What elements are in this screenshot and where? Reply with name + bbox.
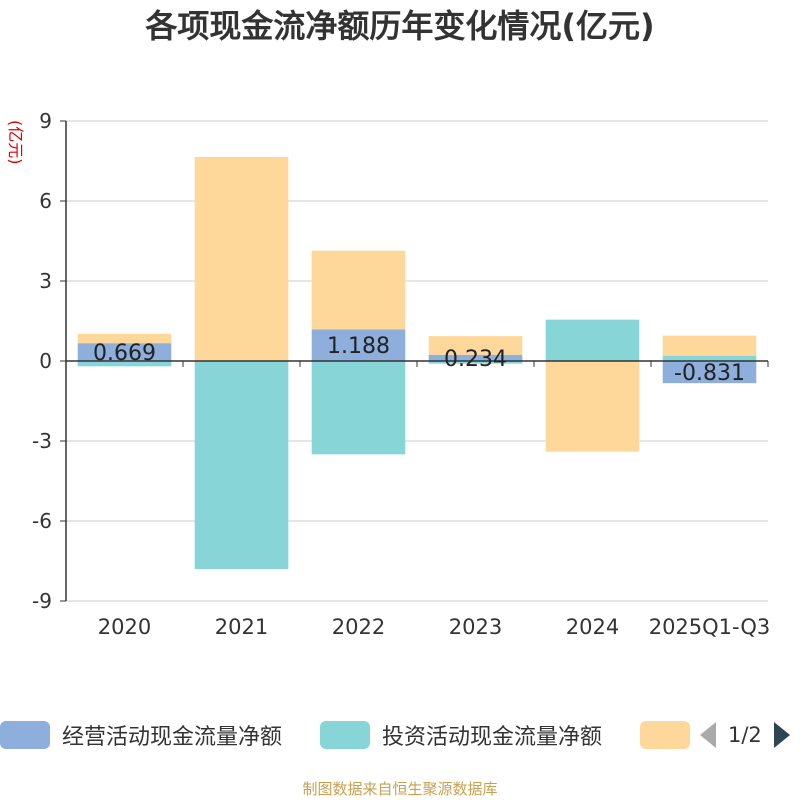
legend-pager: 1/2 bbox=[700, 718, 790, 752]
x-tick-label: 2021 bbox=[215, 615, 268, 639]
bar-3-2025Q1-Q3 bbox=[662, 335, 757, 356]
y-tick-label: 3 bbox=[39, 269, 52, 293]
data-labels: 0.669 1.188 0.234 -0.831 bbox=[93, 334, 745, 386]
bar-2-2024 bbox=[545, 319, 640, 361]
legend-prev-arrow-icon[interactable] bbox=[700, 722, 716, 748]
bar-3-2020 bbox=[77, 333, 172, 344]
legend-next-arrow-icon[interactable] bbox=[773, 722, 790, 748]
bar-3-2022 bbox=[311, 250, 406, 330]
y-tick-label: 9 bbox=[39, 109, 52, 133]
legend-swatch-operating bbox=[0, 721, 50, 749]
data-label: -0.831 bbox=[674, 361, 745, 386]
legend-page-indicator: 1/2 bbox=[728, 723, 762, 747]
y-tick-label: -9 bbox=[32, 589, 52, 613]
chart-title: 各项现金流净额历年变化情况(亿元) bbox=[145, 7, 654, 45]
bar-2-2021 bbox=[194, 361, 289, 569]
bar-2-2023 bbox=[428, 361, 523, 364]
bar-2-2025Q1-Q3 bbox=[662, 355, 757, 361]
y-tick-label: 6 bbox=[39, 189, 52, 213]
bar-1-2020 bbox=[77, 343, 172, 361]
legend-item-investing[interactable]: 投资活动现金流量净额 bbox=[320, 718, 602, 752]
bar-1-2022 bbox=[311, 329, 406, 361]
y-axis-unit-label: (亿元) bbox=[6, 120, 25, 165]
bar-2-2020 bbox=[77, 361, 172, 367]
bar-1-2025Q1-Q3 bbox=[662, 361, 757, 384]
gridlines bbox=[66, 120, 768, 602]
x-tick-label: 2022 bbox=[332, 615, 385, 639]
data-label: 1.188 bbox=[327, 334, 390, 359]
legend-swatch-investing bbox=[320, 721, 370, 749]
bar-2-2022 bbox=[311, 361, 406, 455]
y-tick-label: -6 bbox=[32, 509, 52, 533]
bar-3-2024 bbox=[545, 361, 640, 452]
source-note: 制图数据来自恒生聚源数据库 bbox=[302, 780, 498, 798]
legend-swatch-third bbox=[640, 721, 690, 749]
data-label: 0.234 bbox=[444, 347, 507, 372]
legend-item-operating[interactable]: 经营活动现金流量净额 bbox=[0, 718, 282, 752]
legend-item-third[interactable] bbox=[640, 718, 702, 752]
data-label: 0.669 bbox=[93, 341, 156, 366]
y-tick-label: -3 bbox=[32, 429, 52, 453]
y-tick-label: 0 bbox=[39, 349, 52, 373]
legend-label-investing: 投资活动现金流量净额 bbox=[382, 725, 603, 750]
x-tick-label: 2025Q1-Q3 bbox=[649, 615, 771, 639]
legend-label-operating: 经营活动现金流量净额 bbox=[62, 725, 283, 750]
x-tick-label: 2023 bbox=[449, 615, 502, 639]
bars bbox=[77, 157, 757, 569]
bar-1-2023 bbox=[428, 354, 523, 361]
axes: 9 6 3 0 -3 -6 -9 2020 2021 2022 2023 2024 2025Q1-Q3 bbox=[32, 109, 770, 639]
bar-3-2023 bbox=[428, 336, 523, 355]
x-tick-label: 2020 bbox=[98, 615, 151, 639]
x-tick-label: 2024 bbox=[566, 615, 619, 639]
bar-3-2021 bbox=[194, 157, 289, 361]
legend: 经营活动现金流量净额 投资活动现金流量净额 1/2 bbox=[0, 718, 800, 752]
